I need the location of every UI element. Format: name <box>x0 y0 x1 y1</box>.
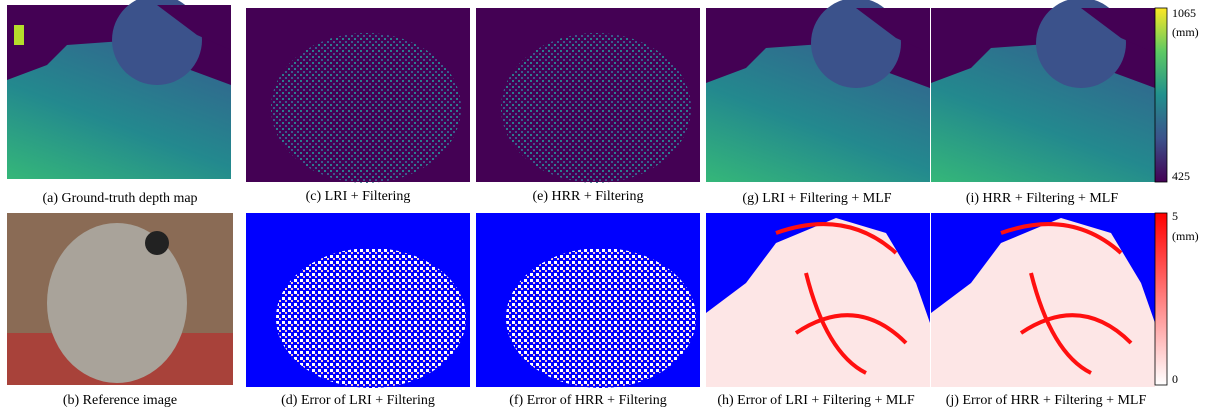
colorbar <box>1155 8 1167 182</box>
panel-image <box>706 213 930 387</box>
colorbar <box>1155 213 1167 385</box>
colorbar-unit: (mm) <box>1172 229 1199 243</box>
panel-image <box>476 213 700 388</box>
caption: (b) Reference image <box>63 393 177 408</box>
panel-image <box>706 0 930 182</box>
colorbar-unit: (mm) <box>1172 25 1199 39</box>
panel-image <box>476 8 700 183</box>
panel-image <box>7 213 233 385</box>
panel-image <box>7 0 231 179</box>
colorbar-min: 425 <box>1172 169 1190 183</box>
caption: (g) LRI + Filtering + MLF <box>742 191 891 206</box>
colorbar-min: 0 <box>1172 372 1178 386</box>
caption: (a) Ground-truth depth map <box>42 191 197 206</box>
panel-image <box>246 8 470 183</box>
panel-image <box>246 213 470 388</box>
caption: (c) LRI + Filtering <box>306 189 411 204</box>
caption: (i) HRR + Filtering + MLF <box>966 191 1119 206</box>
caption: (d) Error of LRI + Filtering <box>281 393 435 408</box>
caption: (h) Error of LRI + Filtering + MLF <box>717 393 915 408</box>
caption: (e) HRR + Filtering <box>533 189 644 204</box>
caption: (j) Error of HRR + Filtering + MLF <box>946 393 1147 408</box>
colorbar-max: 1065 <box>1172 6 1196 20</box>
panel-image <box>931 0 1155 182</box>
caption: (f) Error of HRR + Filtering <box>509 393 667 408</box>
panel-image <box>931 213 1155 387</box>
figure: 1065 (mm) 425 5 (mm) 0 (a) Ground-truth … <box>0 0 1211 410</box>
colorbar-max: 5 <box>1172 209 1178 223</box>
